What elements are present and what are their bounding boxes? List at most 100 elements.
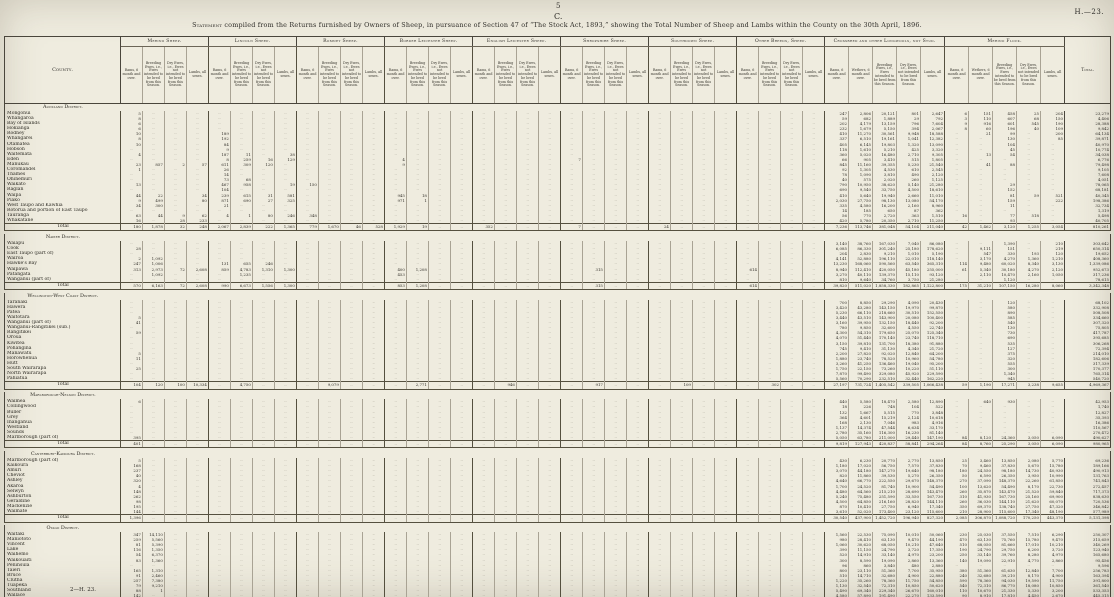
data-cell: 196,940 bbox=[896, 514, 921, 523]
data-cell: .. bbox=[230, 493, 253, 499]
data-cell: .. bbox=[802, 503, 825, 509]
row-total-cell: 6,776 bbox=[1064, 156, 1112, 162]
data-cell: .. bbox=[802, 567, 825, 573]
data-cell: .. bbox=[120, 345, 143, 351]
data-cell: .. bbox=[758, 577, 781, 584]
data-cell: 9,480 bbox=[968, 261, 993, 267]
data-cell: 44 bbox=[120, 192, 143, 198]
data-cell: .. bbox=[142, 276, 165, 283]
data-cell: 24,360 bbox=[992, 434, 1017, 441]
data-cell: 22,730 bbox=[1040, 483, 1065, 489]
data-cell bbox=[715, 234, 737, 241]
district-label: Otago District. bbox=[4, 525, 121, 533]
data-cell: 2,160 bbox=[896, 202, 921, 208]
data-cell: .. bbox=[582, 146, 605, 152]
data-cell: 745 bbox=[824, 345, 849, 351]
data-cell: .. bbox=[516, 371, 539, 377]
data-cell: 21,520 bbox=[1016, 488, 1041, 494]
data-cell: .. bbox=[428, 121, 451, 127]
row-total-cell: 490,627 bbox=[1064, 434, 1112, 441]
data-cell: .. bbox=[1040, 156, 1065, 162]
data-cell: .. bbox=[670, 473, 693, 479]
data-cell: .. bbox=[648, 261, 671, 267]
data-cell: .. bbox=[626, 241, 649, 247]
data-cell: 9,470 bbox=[896, 537, 921, 543]
data-cell: .. bbox=[736, 440, 759, 449]
data-cell: .. bbox=[582, 557, 605, 563]
data-cell: .. bbox=[318, 503, 341, 509]
data-cell: .. bbox=[318, 116, 341, 122]
data-cell: .. bbox=[992, 409, 1017, 415]
data-cell: .. bbox=[164, 409, 187, 415]
data-cell: .. bbox=[142, 246, 165, 252]
data-cell: 19,090 bbox=[968, 557, 993, 563]
data-cell: .. bbox=[185, 276, 209, 283]
data-cell: .. bbox=[560, 325, 583, 331]
data-cell: 6,370 bbox=[142, 552, 165, 558]
data-cell bbox=[649, 104, 671, 112]
data-cell: .. bbox=[494, 458, 517, 464]
data-cell: .. bbox=[406, 557, 429, 563]
data-cell: .. bbox=[318, 360, 341, 367]
data-cell: .. bbox=[406, 542, 429, 548]
data-cell: .. bbox=[428, 299, 451, 305]
data-cell: .. bbox=[185, 593, 209, 597]
data-cell: 23,740 bbox=[896, 335, 921, 341]
data-cell: .. bbox=[582, 532, 605, 538]
data-cell: 9,540 bbox=[848, 187, 873, 193]
data-cell: 5 bbox=[120, 458, 143, 464]
row-total-cell: 40,970 bbox=[1064, 141, 1112, 147]
data-cell: .. bbox=[944, 304, 969, 310]
column-group-header: Crossbred and other Longwools, not Stud. bbox=[824, 36, 945, 47]
data-cell: .. bbox=[362, 419, 385, 425]
data-cell: .. bbox=[538, 304, 561, 310]
data-cell: .. bbox=[1016, 131, 1041, 137]
data-cell: .. bbox=[968, 419, 993, 425]
data-cell: 28 bbox=[164, 217, 187, 224]
data-cell bbox=[363, 293, 385, 300]
data-cell: .. bbox=[406, 440, 429, 449]
data-cell: .. bbox=[736, 217, 759, 224]
data-cell: .. bbox=[362, 266, 385, 272]
data-cell: 2,608 bbox=[185, 281, 209, 291]
data-cell: .. bbox=[758, 217, 781, 224]
data-cell: .. bbox=[802, 514, 825, 523]
data-cell: .. bbox=[780, 151, 803, 157]
data-cell: 23,120 bbox=[896, 509, 921, 515]
data-cell: .. bbox=[296, 266, 319, 272]
data-cell: .. bbox=[318, 409, 341, 415]
county-name: Hokianga bbox=[4, 126, 121, 132]
data-cell: .. bbox=[274, 463, 297, 469]
data-cell: .. bbox=[164, 182, 187, 188]
data-cell: .. bbox=[252, 473, 275, 479]
data-cell: .. bbox=[758, 350, 781, 356]
data-cell: .. bbox=[736, 121, 759, 127]
data-cell: .. bbox=[406, 562, 429, 568]
row-total-cell: 272,457 bbox=[1064, 483, 1112, 489]
data-cell: 11 bbox=[230, 151, 253, 157]
data-cell: 30,540 bbox=[824, 514, 849, 523]
data-cell: 27,820 bbox=[848, 350, 873, 356]
data-cell: .. bbox=[604, 350, 627, 356]
data-cell: .. bbox=[692, 161, 715, 168]
data-cell: .. bbox=[384, 478, 407, 484]
data-cell: .. bbox=[968, 409, 993, 415]
data-cell: .. bbox=[670, 212, 693, 218]
row-total-cell: 214,010 bbox=[1064, 350, 1112, 356]
data-cell: .. bbox=[714, 246, 737, 252]
data-cell: .. bbox=[296, 381, 319, 390]
data-cell: .. bbox=[406, 251, 429, 257]
data-cell: .. bbox=[472, 532, 495, 538]
sub-column-header: Dry Ewes, i.e., Ewes not intended to be … bbox=[1016, 46, 1041, 104]
data-cell: .. bbox=[736, 483, 759, 489]
data-cell: .. bbox=[670, 161, 693, 168]
data-cell bbox=[605, 234, 627, 241]
data-cell: .. bbox=[318, 588, 341, 594]
data-cell: 92,200 bbox=[920, 320, 945, 326]
data-cell: .. bbox=[758, 588, 781, 594]
data-cell: .. bbox=[164, 355, 187, 361]
data-cell: 130 bbox=[992, 325, 1017, 331]
data-cell: 20,430 bbox=[920, 299, 945, 305]
data-cell: .. bbox=[692, 537, 715, 543]
county-row: Raglan........ 104.......................… bbox=[4, 187, 1112, 193]
